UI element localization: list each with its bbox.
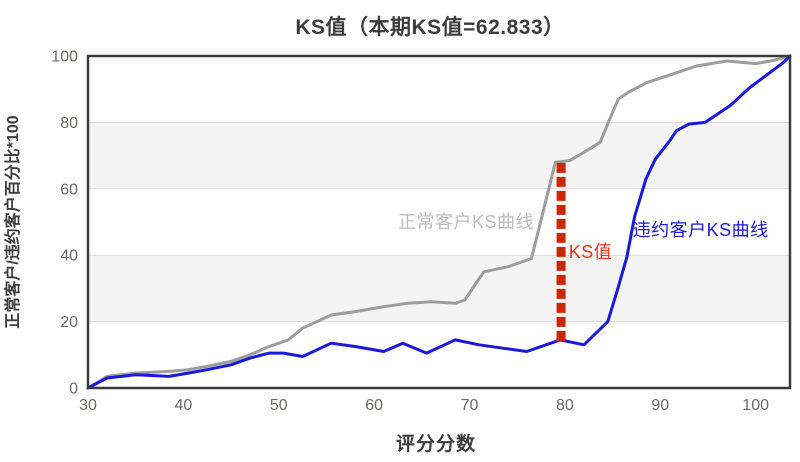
y-axis-title: 正常客户/违约客户百分比*100 xyxy=(3,115,22,328)
chart-title: KS值（本期KS值=62.833） xyxy=(295,15,564,39)
x-tick-label: 60 xyxy=(365,397,383,414)
x-tick-label: 90 xyxy=(651,397,669,414)
x-tick-labels: 30 40 50 60 70 80 90 100 xyxy=(79,397,769,414)
ks-value-label: KS值 xyxy=(569,242,613,262)
grid-lines xyxy=(88,121,790,323)
plot-border xyxy=(86,54,792,390)
y-tick-label: 0 xyxy=(69,381,78,398)
x-tick-label: 50 xyxy=(270,397,288,414)
x-tick-label: 100 xyxy=(742,397,769,414)
normal-customer-ks-curve xyxy=(86,54,792,390)
x-tick-label: 30 xyxy=(79,397,97,414)
series-lines xyxy=(86,54,792,390)
default-customer-ks-curve xyxy=(86,54,792,390)
y-tick-labels: 0 20 40 60 80 100 xyxy=(51,49,78,398)
x-tick-label: 70 xyxy=(461,397,479,414)
x-tick-label: 40 xyxy=(174,397,192,414)
normal-curve-label: 正常客户KS曲线 xyxy=(398,212,534,232)
default-curve-label: 违约客户KS曲线 xyxy=(633,220,769,240)
x-axis-title: 评分分数 xyxy=(396,432,476,455)
x-tick-label: 80 xyxy=(556,397,574,414)
y-tick-label: 60 xyxy=(60,181,78,198)
y-tick-label: 40 xyxy=(60,248,78,265)
plot-band xyxy=(88,255,790,322)
y-tick-label: 20 xyxy=(60,314,78,331)
plot-band xyxy=(88,122,790,189)
y-tick-label: 80 xyxy=(60,115,78,132)
y-tick-label: 100 xyxy=(51,49,78,66)
